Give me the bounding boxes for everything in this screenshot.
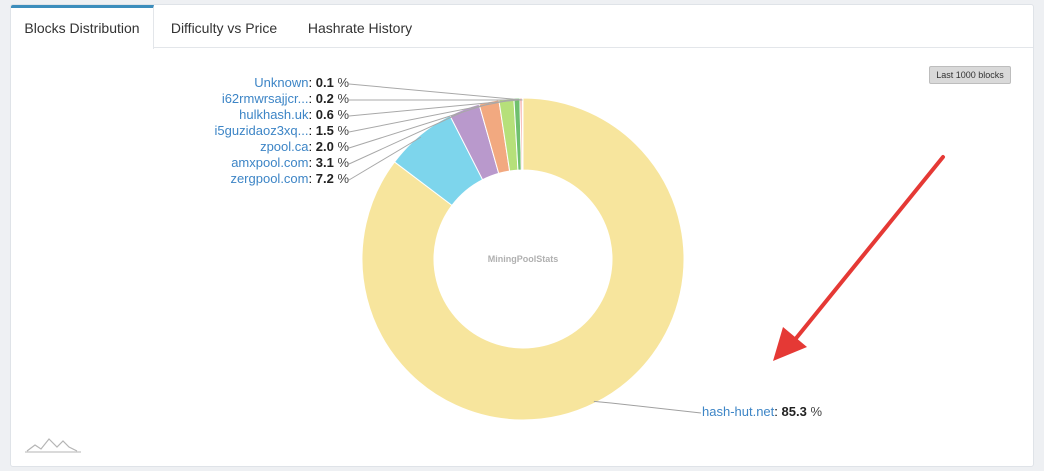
annotation-arrow-head (773, 327, 807, 361)
tab-bar: Blocks Distribution Difficulty vs Price … (11, 5, 1033, 49)
label-zergpool-com[interactable]: zergpool.com: 7.2 % (230, 171, 349, 186)
center-watermark: MiningPoolStats (488, 254, 559, 264)
label-i5guzidaoz3xq[interactable]: i5guzidaoz3xq...: 1.5 % (214, 123, 349, 138)
label-hash-hut-net[interactable]: hash-hut.net: 85.3 % (702, 404, 823, 419)
annotation-arrow-shaft (787, 155, 945, 349)
tab-hashrate-history[interactable]: Hashrate History (307, 20, 413, 36)
slice-hash-hut-net (361, 97, 685, 421)
label-i62rmwrsajjcr[interactable]: i62rmwrsajjcr...: 0.2 % (221, 91, 349, 106)
leader-line-unknown (348, 83, 523, 101)
leader-line-hulkhash-uk (348, 99, 518, 117)
leader-line-i5guzidaoz3xq (348, 100, 507, 133)
label-unknown[interactable]: Unknown: 0.1 % (254, 75, 349, 90)
last-blocks-badge: Last 1000 blocks (929, 66, 1011, 84)
chart-logo-icon (26, 438, 78, 452)
leader-line-zergpool-com (348, 136, 422, 181)
slice-unknown (521, 97, 524, 171)
tab-blocks-distribution[interactable]: Blocks Distribution (11, 5, 154, 49)
leader-line-zpool-ca (348, 103, 490, 149)
leader-line-amxpool-com (348, 110, 466, 165)
donut-chart: MiningPoolStats (25, 83, 945, 453)
label-zpool-ca[interactable]: zpool.ca: 2.0 % (260, 139, 349, 154)
blocks-distribution-panel: Blocks Distribution Difficulty vs Price … (10, 4, 1034, 467)
tab-difficulty-vs-price[interactable]: Difficulty vs Price (170, 20, 278, 36)
label-hulkhash-uk[interactable]: hulkhash.uk: 0.6 % (239, 107, 349, 122)
leader-line-hash-hut-net (593, 400, 702, 414)
label-amxpool-com[interactable]: amxpool.com: 3.1 % (231, 155, 349, 170)
